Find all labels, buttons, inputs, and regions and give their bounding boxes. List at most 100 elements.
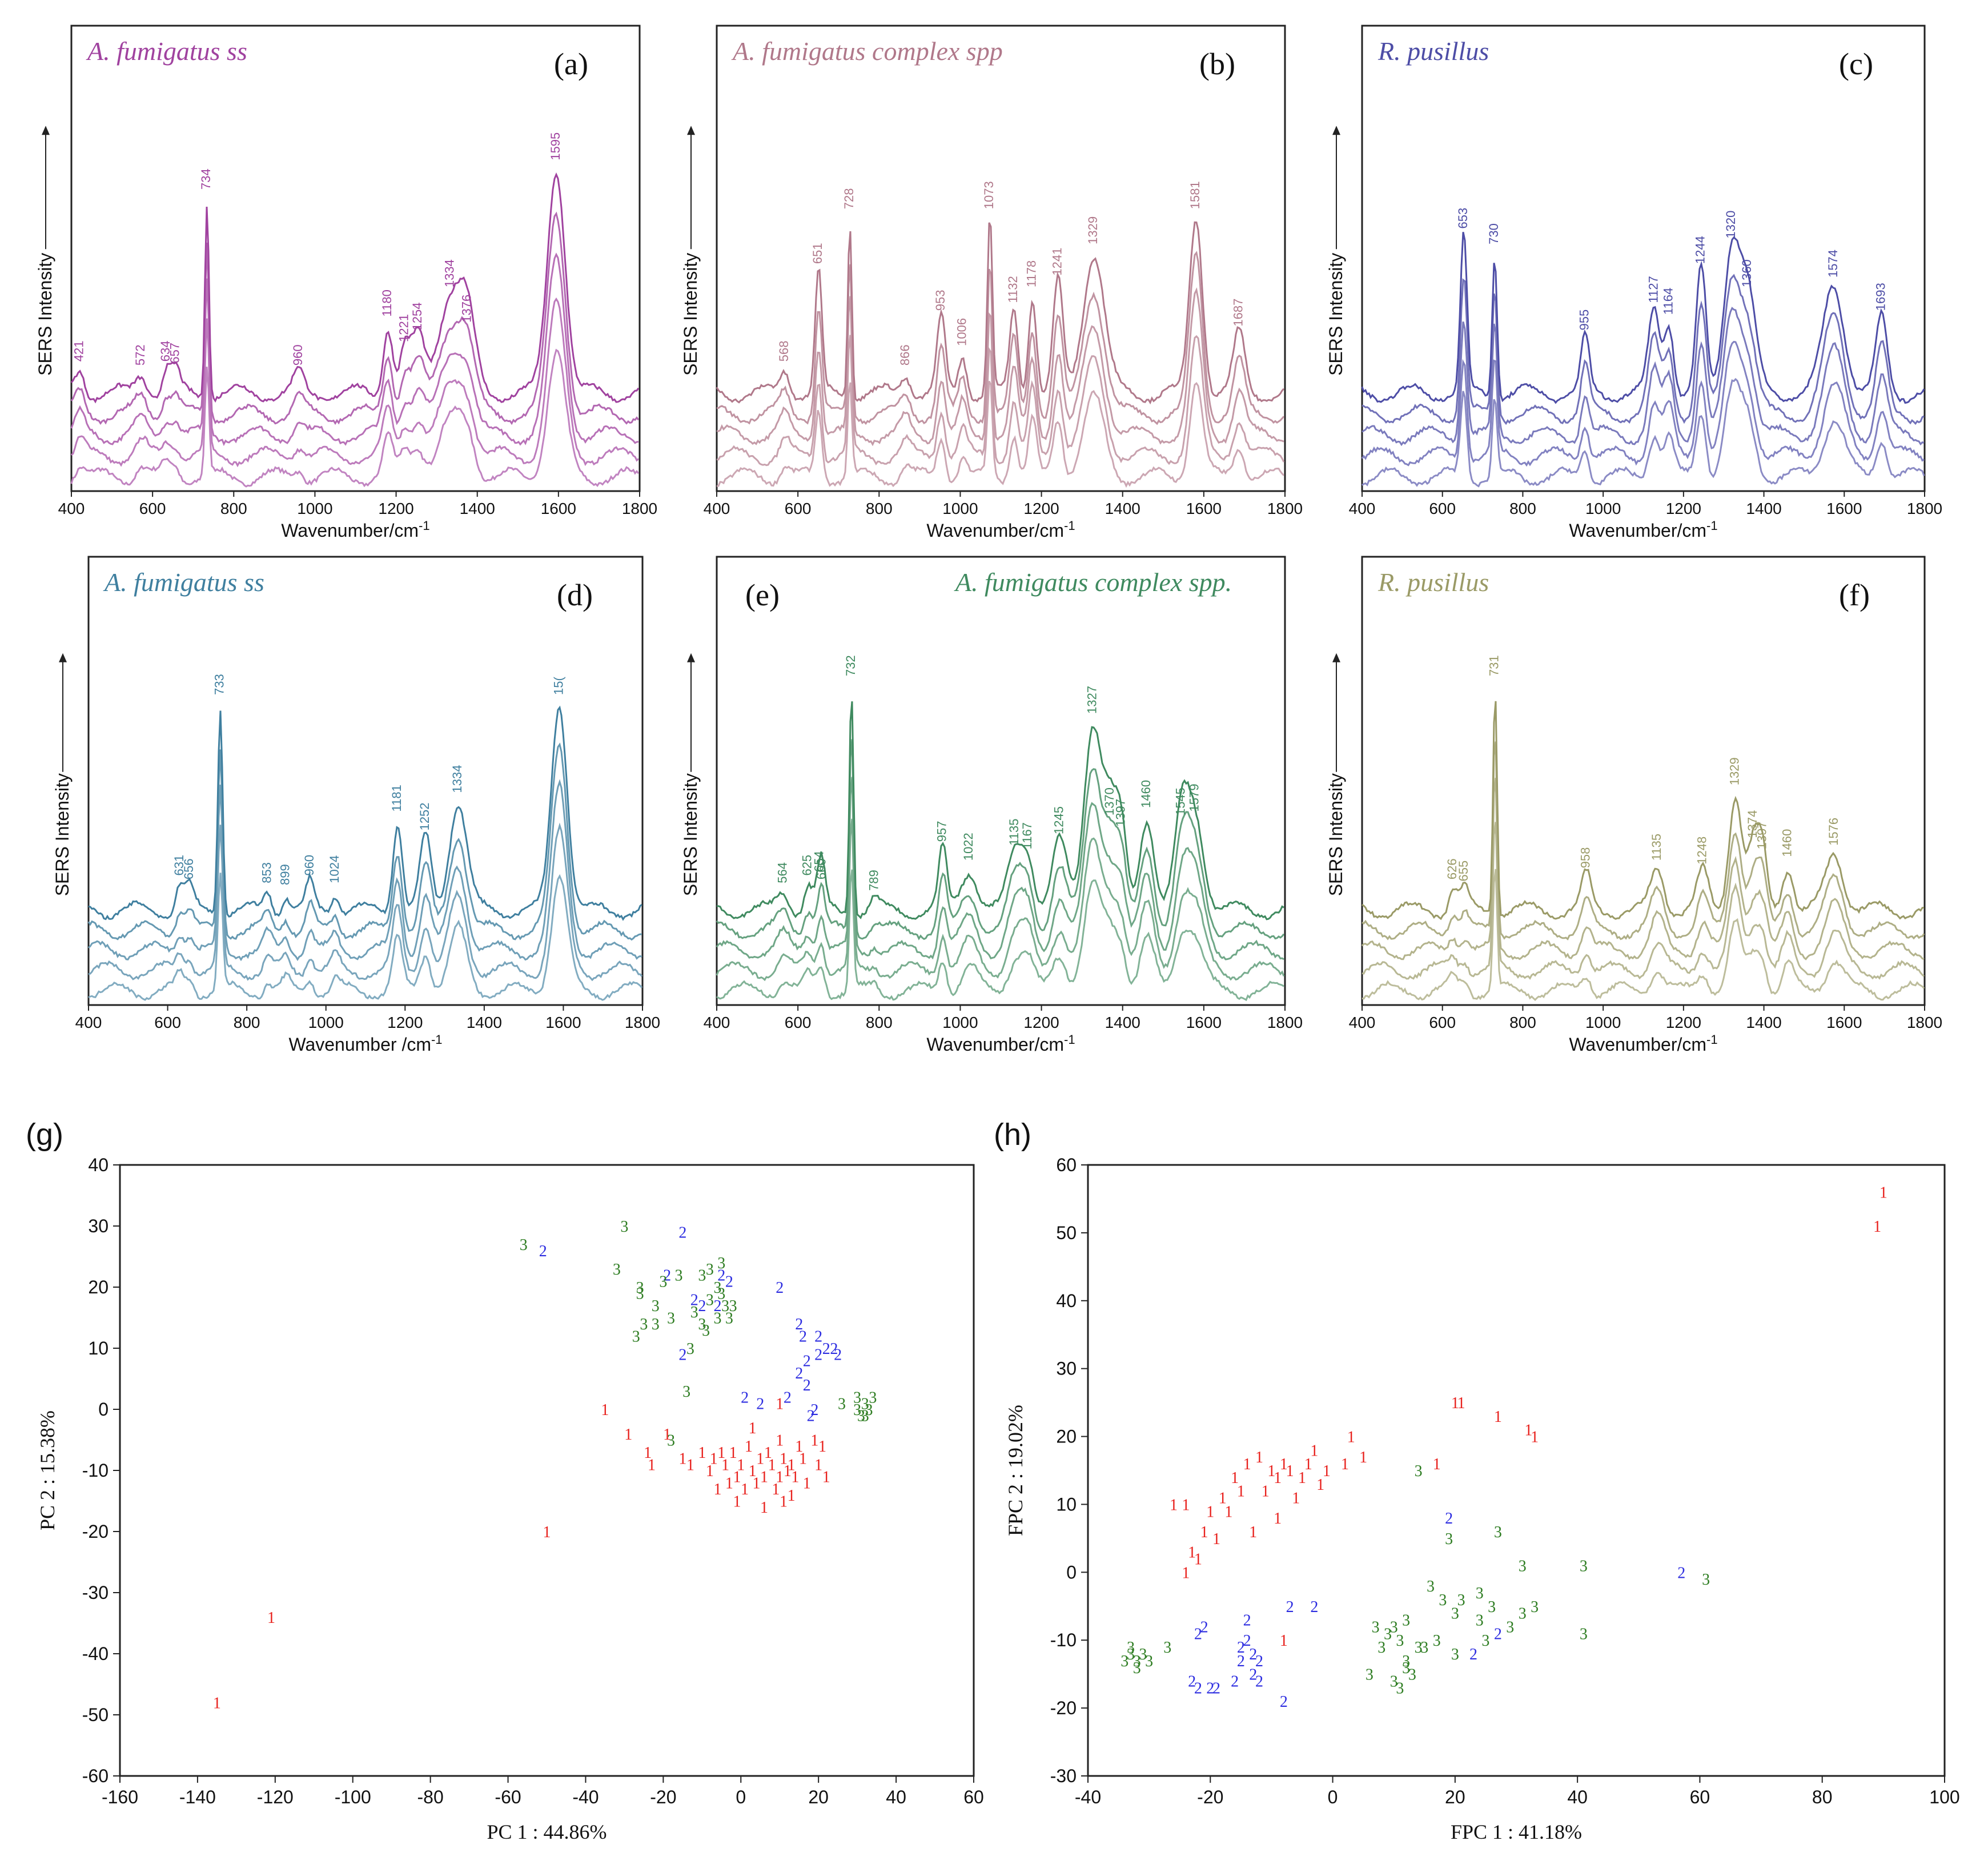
peak-label-a: 421 [72,341,86,362]
scatter-point-class-3: 3 [659,1273,667,1291]
scatter-point-class-3: 3 [1702,1571,1710,1589]
scatter-point-class-3: 3 [1519,1605,1527,1623]
peak-label-d: 1181 [389,785,404,811]
y-axis-label-b: SERS Intensity [680,253,701,376]
scatter-point-class-2: 2 [1212,1679,1220,1697]
scatter-point-class-1: 1 [1274,1469,1282,1487]
x-tick-label-h: -20 [1197,1787,1223,1807]
scatter-point-class-3: 3 [725,1310,733,1328]
y-tick-label-h: 10 [1056,1494,1077,1514]
peak-label-a: 960 [291,344,305,365]
scatter-point-class-2: 2 [795,1365,803,1382]
peak-label-c: 1244 [1693,236,1708,264]
spectrum-line-c-3 [1362,307,1925,447]
scatter-point-class-1: 1 [1457,1394,1465,1412]
y-axis-label-c: SERS Intensity [1326,253,1346,376]
scatter-point-class-3: 3 [652,1316,660,1333]
y-axis-label-g: PC 2 : 15.38% [36,1410,59,1530]
x-tick-label-e: 1200 [1023,1014,1059,1031]
scatter-point-class-3: 3 [636,1285,644,1303]
panel-title-c: R. pusillus [1377,37,1489,66]
x-tick-label-d: 1600 [545,1014,581,1031]
x-tick-label-f: 400 [1349,1014,1376,1031]
panel-letter-d: (d) [557,578,593,612]
scatter-point-class-2: 2 [678,1224,686,1242]
scatter-point-class-1: 1 [1286,1462,1294,1480]
scatter-point-class-1: 1 [772,1481,780,1498]
scatter-point-class-2: 2 [1469,1646,1477,1663]
x-axis-label-sup: -1 [419,519,430,533]
scatter-point-class-1: 1 [717,1444,725,1462]
peak-label-d: 1252 [417,802,432,830]
scatter-point-class-1: 1 [749,1462,757,1480]
spectrum-line-b-1 [716,380,1285,488]
scatter-point-class-1: 1 [1304,1456,1312,1473]
peak-label-b: 1581 [1188,181,1202,209]
panel-letter-e: (e) [745,578,780,612]
scatter-point-class-3: 3 [1488,1598,1496,1616]
scatter-point-class-2: 2 [810,1401,818,1419]
x-tick-label-d: 1400 [467,1014,502,1031]
scatter-point-class-1: 1 [1347,1429,1355,1446]
x-tick-label-c: 1200 [1666,500,1701,517]
x-tick-label-e: 400 [704,1014,730,1031]
scatter-point-class-1: 1 [1249,1524,1257,1541]
peak-label-d: 960 [302,855,316,876]
scatter-point-class-1: 1 [1451,1394,1459,1412]
x-tick-label-f: 1400 [1746,1014,1781,1031]
scatter-point-class-1: 1 [1531,1429,1539,1446]
x-tick-label-d: 1000 [308,1014,344,1031]
peak-label-a: 657 [167,343,182,364]
spectrum-line-c-5 [1361,232,1925,404]
scatter-point-class-3: 3 [1519,1557,1527,1575]
peak-label-d: 631 [172,855,186,876]
peak-label-e: 789 [866,870,881,891]
scatter-point-class-3: 3 [1457,1591,1465,1609]
x-tick-label-e: 800 [866,1014,893,1031]
scatter-point-class-1: 1 [1182,1496,1190,1514]
x-axis-label-h: FPC 1 : 41.18% [1451,1820,1582,1843]
scatter-point-class-1: 1 [776,1432,784,1450]
scatter-point-class-1: 1 [745,1438,753,1456]
x-tick-label-g: -100 [335,1787,371,1807]
scatter-point-class-3: 3 [1408,1666,1416,1684]
panel-letter-g: (g) [26,1118,63,1152]
scatter-point-class-1: 1 [776,1395,784,1413]
x-tick-label-g: -120 [257,1787,294,1807]
x-tick-label-b: 800 [866,500,893,517]
peak-label-c: 1164 [1661,288,1675,315]
scatter-point-class-3: 3 [1580,1625,1588,1643]
x-tick-label-f: 1600 [1826,1014,1862,1031]
spectrum-line-b-4 [716,251,1285,425]
scatter-point-class-1: 1 [752,1474,760,1492]
spectrum-line-e-5 [716,701,1284,921]
spectrum-line-f-5 [1362,701,1925,921]
peak-label-d: 656 [182,858,196,879]
arrow-up-icon [1332,653,1340,662]
scatter-point-class-1: 1 [1280,1456,1288,1473]
scatter-point-class-3: 3 [1120,1653,1128,1670]
spectrum-line-e-3 [716,777,1284,960]
peak-label-d: 853 [260,862,274,883]
y-axis-label-h: FPC 2 : 19.02% [1004,1405,1027,1536]
scatter-point-class-1: 1 [741,1481,749,1498]
scatter-point-class-3: 3 [869,1389,877,1407]
scatter-point-class-1: 1 [1280,1632,1288,1650]
x-tick-label-d: 1800 [625,1014,660,1031]
panel-letter-c: (c) [1839,47,1873,81]
scatter-point-class-3: 3 [1145,1653,1153,1670]
y-tick-label-g: -50 [82,1705,109,1725]
y-tick-label-h: 50 [1056,1223,1077,1243]
peak-label-e: 1397 [1113,799,1127,827]
scatter-point-class-3: 3 [640,1316,648,1333]
x-axis-label-f: Wavenumber/cm-1 [1569,1032,1717,1055]
y-tick-label-g: 30 [88,1216,109,1236]
scatter-point-class-3: 3 [857,1408,865,1425]
scatter-point-class-1: 1 [760,1499,768,1517]
scatter-point-class-2: 2 [776,1279,784,1297]
peak-label-b: 1241 [1050,248,1065,276]
scatter-point-class-3: 3 [698,1316,706,1333]
scatter-point-class-1: 1 [1255,1449,1263,1466]
peak-label-e: 1370 [1102,787,1117,815]
y-tick-label-h: 40 [1056,1291,1077,1311]
